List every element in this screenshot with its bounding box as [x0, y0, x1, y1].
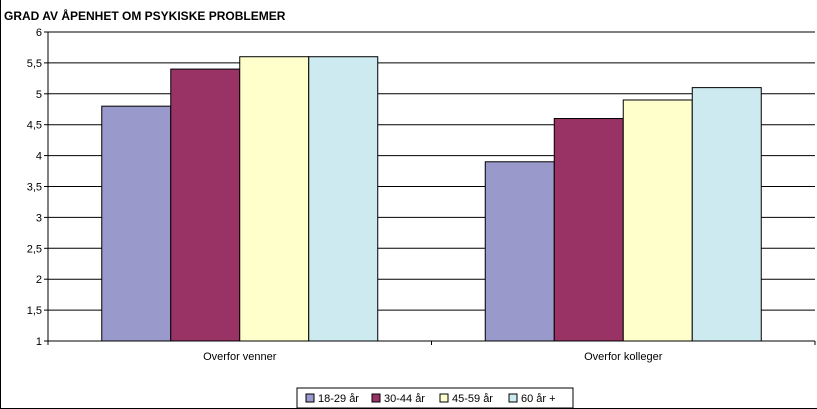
legend-swatch [371, 393, 381, 403]
bar-1-1 [553, 118, 624, 342]
y-tick-label: 4 [36, 151, 42, 163]
bar-0-3 [308, 56, 379, 342]
y-tick-label: 2,5 [27, 243, 42, 255]
legend-label: 60 år + [521, 393, 556, 405]
y-tick-label: 2 [36, 274, 42, 286]
legend-label: 30-44 år [384, 393, 425, 405]
y-tick-label: 3 [36, 212, 42, 224]
category-label: Overfor venner [203, 351, 277, 363]
bar-0-1 [170, 68, 241, 342]
bar-1-3 [691, 87, 762, 342]
bar-1-0 [484, 161, 555, 342]
y-tick-label: 1 [36, 336, 42, 348]
bar-0-2 [239, 56, 310, 342]
legend-swatch [508, 393, 518, 403]
bar-0-0 [101, 105, 172, 342]
legend-swatch [305, 393, 315, 403]
y-tick-label: 5,5 [27, 58, 42, 70]
y-tick-label: 3,5 [27, 182, 42, 194]
legend-swatch [439, 393, 449, 403]
legend-label: 18-29 år [318, 393, 359, 405]
legend-label: 45-59 år [452, 393, 493, 405]
chart-title: GRAD AV ÅPENHET OM PSYKISKE PROBLEMER [4, 9, 286, 23]
y-tick-label: 1,5 [27, 305, 42, 317]
y-tick-label: 6 [36, 27, 42, 39]
y-tick-label: 4,5 [27, 120, 42, 132]
legend-box [296, 387, 574, 409]
category-label: Overfor kolleger [584, 351, 663, 363]
bar-1-2 [622, 99, 693, 342]
y-tick-label: 5 [36, 89, 42, 101]
